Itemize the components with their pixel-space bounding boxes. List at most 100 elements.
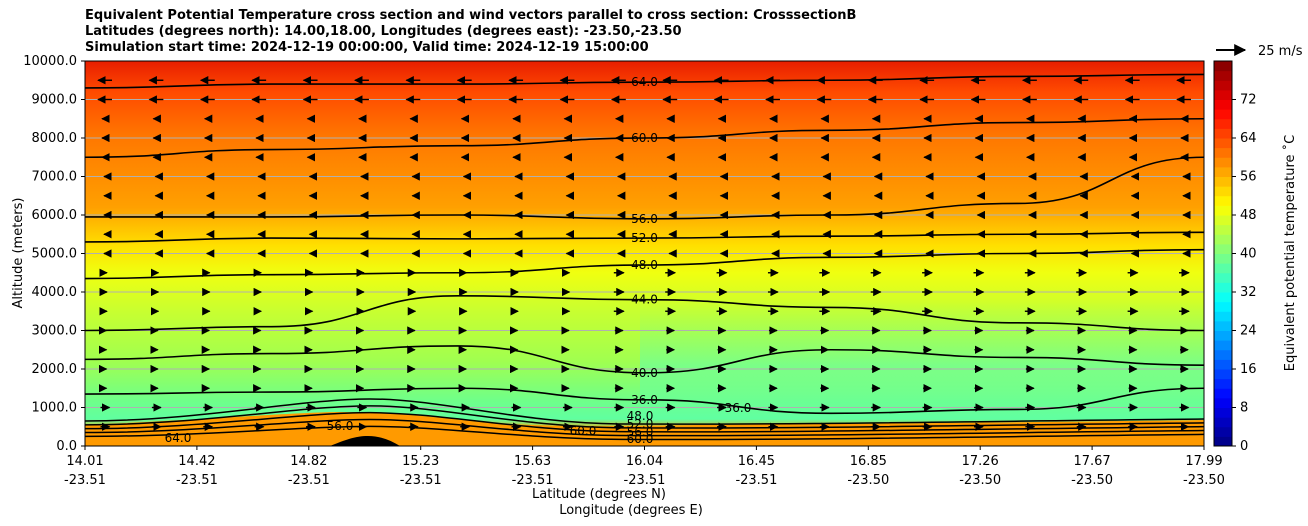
x-tick-label-lat: 17.26: [962, 454, 999, 469]
x-tick-label-lat: 17.99: [1185, 454, 1222, 469]
contour-line: [84, 387, 1205, 415]
colorbar-segment: [1214, 320, 1232, 331]
title-line-3: Simulation start time: 2024-12-19 00:00:…: [85, 40, 649, 55]
y-tick-label: 10000.0: [23, 54, 77, 69]
colorbar-tick-label: 40: [1240, 247, 1257, 262]
contour-label: 44.0: [631, 293, 658, 307]
contour-line: [84, 73, 1205, 89]
colorbar-tick-label: 8: [1240, 401, 1248, 416]
contour-line: [84, 295, 1205, 332]
colorbar-segment: [1214, 292, 1232, 303]
colorbar-segment: [1214, 157, 1232, 168]
colorbar-tick-label: 0: [1240, 439, 1248, 454]
contour-label: 56.0: [631, 212, 658, 226]
contour-line: [85, 156, 1205, 220]
x-tick-label-lon: -23.51: [176, 473, 218, 488]
surface-contour-label: 60.0: [627, 432, 654, 446]
colorbar-segment: [1214, 80, 1232, 91]
x-tick-label-lat: 14.01: [66, 454, 103, 469]
surface-contour-label: 56.0: [327, 419, 354, 433]
x-tick-label-lat: 17.67: [1073, 454, 1110, 469]
x-axis-label-lat: Latitude (degrees N): [532, 487, 666, 502]
moist-layer-patch: [640, 300, 1204, 430]
colorbar-segment: [1214, 138, 1232, 149]
x-tick-label-lon: -23.50: [1071, 473, 1113, 488]
y-tick-label: 8000.0: [32, 131, 78, 146]
colorbar-segment: [1214, 282, 1232, 293]
colorbar-label: Equivalent potential temperature ˚C: [1282, 135, 1298, 371]
colorbar-segment: [1214, 224, 1232, 235]
y-axis: 0.0 1000.0 2000.0 3000.0 4000.0 5000.0 6000.0 7…: [23, 54, 85, 454]
colorbar-segment: [1214, 263, 1232, 274]
colorbar-segment: [1214, 397, 1232, 408]
x-tick-label-lon: -23.50: [847, 473, 889, 488]
x-tick-label-lon: -23.51: [64, 473, 106, 488]
y-tick-label: 2000.0: [32, 362, 78, 377]
contour-label: 52.0: [631, 231, 658, 245]
x-tick-label-lat: 14.82: [290, 454, 327, 469]
wind-key-label: 25 m/s: [1258, 44, 1303, 59]
surface-contour-line: [84, 405, 1205, 429]
colorbar-segment: [1214, 407, 1232, 418]
wind-key: 25 m/s: [1216, 44, 1303, 59]
colorbar-segment: [1214, 176, 1232, 187]
colorbar-segment: [1214, 99, 1232, 110]
colorbar-segment: [1214, 147, 1232, 158]
title-line-2: Latitudes (degrees north): 14.00,18.00, …: [85, 24, 682, 39]
surface-contour-line: [84, 411, 1205, 433]
colorbar-segment: [1214, 388, 1232, 399]
x-tick-label-lon: -23.51: [400, 473, 442, 488]
colorbar-segment: [1214, 272, 1232, 283]
surface-contour-label: 36.0: [725, 401, 752, 415]
x-tick-label-lon: -23.51: [735, 473, 777, 488]
y-tick-label: 6000.0: [32, 208, 78, 223]
y-axis-label: Altitude (meters): [11, 198, 26, 309]
colorbar-segment: [1214, 234, 1232, 245]
x-tick-label-lat: 16.04: [626, 454, 663, 469]
colorbar-segment: [1214, 436, 1232, 447]
x-tick-label-lat: 14.42: [178, 454, 215, 469]
contour-line: [84, 248, 1205, 280]
y-tick-label: 4000.0: [32, 285, 78, 300]
colorbar-segment: [1214, 195, 1232, 206]
wind-vectors: [97, 76, 1191, 431]
colorbar-segment: [1214, 186, 1232, 197]
colorbar-segment: [1214, 426, 1232, 437]
x-tick-label-lat: 15.63: [514, 454, 551, 469]
colorbar-tick-label: 72: [1240, 93, 1257, 108]
y-tick-label: 5000.0: [32, 247, 78, 262]
y-tick-label: 0.0: [56, 439, 77, 454]
x-axis: 14.01 -23.51 14.42 -23.51 14.82 -23.51 15.23 -2…: [64, 446, 1225, 488]
contour-label: 60.0: [631, 131, 658, 145]
colorbar-segment: [1214, 301, 1232, 312]
terrain: [330, 436, 400, 446]
colorbar-segment: [1214, 417, 1232, 428]
colorbar-segment: [1214, 340, 1232, 351]
colorbar-tick-label: 24: [1240, 324, 1257, 339]
colorbar-tick-label: 56: [1240, 170, 1257, 185]
surface-contour-label: 64.0: [165, 431, 192, 445]
colorbar-segment: [1214, 378, 1232, 389]
colorbar-segment: [1214, 109, 1232, 120]
colorbar-tick-label: 64: [1240, 131, 1257, 146]
contour-line: [84, 231, 1205, 243]
contour-line: [84, 117, 1205, 159]
contour-label: 36.0: [631, 393, 658, 407]
colorbar-segment: [1214, 166, 1232, 177]
surface-contour-label: 52.0: [627, 417, 654, 431]
contour-label: 64.0: [631, 75, 658, 89]
colorbar-segment: [1214, 330, 1232, 341]
x-tick-label-lon: -23.50: [959, 473, 1001, 488]
colorbar-tick-label: 16: [1240, 362, 1257, 377]
surface-contour-label: 48.0: [627, 409, 654, 423]
colorbar-tick-label: 48: [1240, 208, 1257, 223]
colorbar-segment: [1214, 89, 1232, 100]
colorbar-segment: [1214, 243, 1232, 254]
colorbar-segment: [1214, 359, 1232, 370]
x-tick-label-lon: -23.51: [624, 473, 666, 488]
x-tick-label-lat: 15.23: [402, 454, 439, 469]
y-tick-label: 3000.0: [32, 324, 78, 339]
title-line-1: Equivalent Potential Temperature cross s…: [85, 8, 857, 23]
colorbar-segment: [1214, 253, 1232, 264]
